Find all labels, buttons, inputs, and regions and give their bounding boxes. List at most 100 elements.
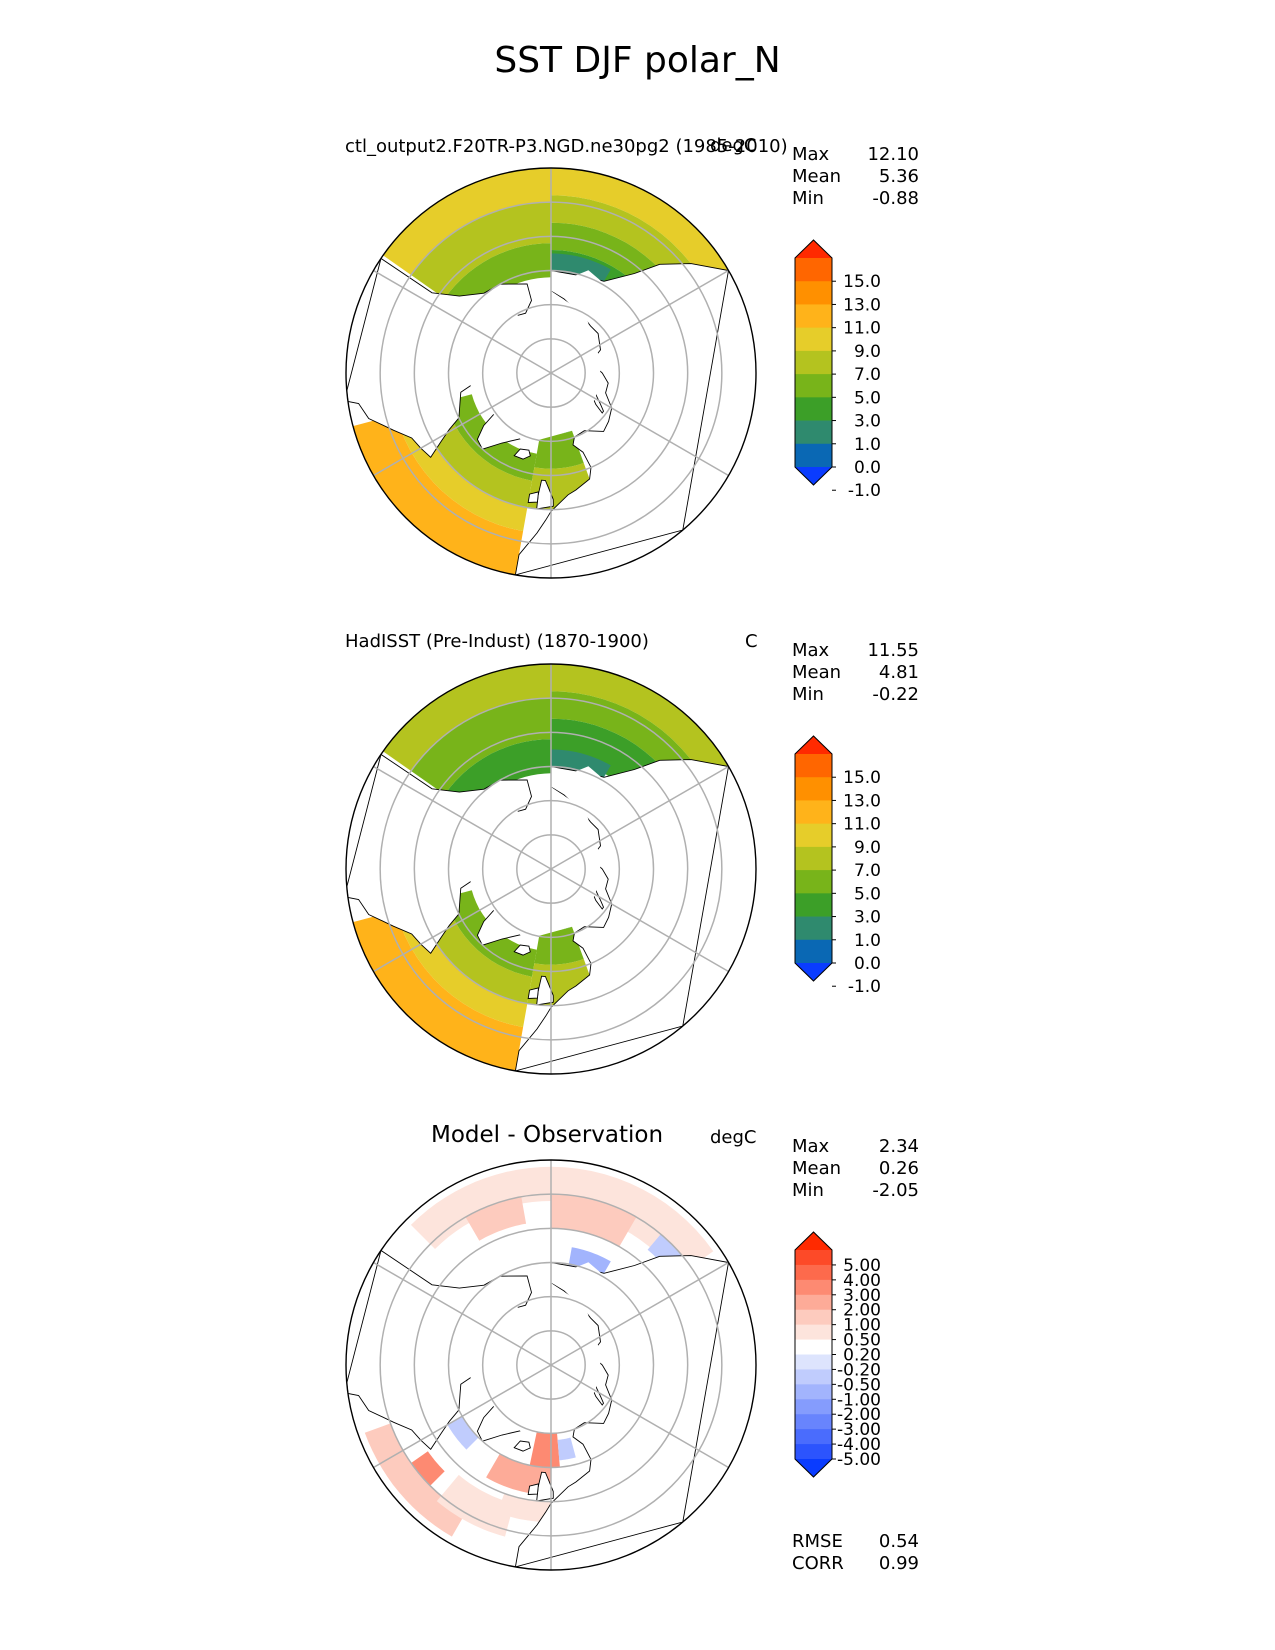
colorbar-tick-label: 3.0: [854, 412, 881, 432]
graticule: [373, 664, 729, 1074]
colorbar-tick-label: 11.0: [843, 815, 881, 835]
stat-label: Mean: [792, 662, 842, 683]
colorbar-cell: [795, 777, 832, 801]
colorbar-cell: [795, 1250, 832, 1266]
diff-contour: [529, 1431, 560, 1468]
colorbar-tick-label: 0.50: [843, 1331, 881, 1351]
colorbar-cell: [795, 800, 832, 825]
colorbar-tick-label: -1.0: [848, 977, 881, 997]
sst-contour: [551, 664, 729, 781]
diff-contour: [497, 1493, 551, 1523]
colorbar-tick-label: 4.00: [843, 1271, 881, 1291]
panel-3-colorbar: 5.004.003.002.001.000.500.20-0.20-0.50-1…: [794, 1231, 881, 1478]
colorbar-tick-label: 3.00: [843, 1286, 881, 1306]
colorbar-tick-label: 7.0: [854, 861, 881, 881]
stat-row: Min -0.88: [792, 188, 919, 210]
colorbar-cell: [795, 350, 832, 375]
meridian: [550, 868, 729, 973]
stat-row: Max 2.34: [792, 1136, 919, 1158]
colorbar-extend-max: [795, 736, 832, 754]
colorbar-cell: [795, 1429, 832, 1445]
panel-3-title: Model - Observation: [431, 1122, 664, 1148]
stat-value: 2.34: [878, 1136, 919, 1157]
diff-contour: [364, 1423, 466, 1537]
sst-contour: [353, 414, 524, 575]
colorbar-tick-label: 3.0: [854, 908, 881, 928]
colorbar-cell: [795, 893, 832, 917]
colorbar-tick-label: 13.0: [843, 295, 881, 315]
colorbar-cell: [795, 916, 832, 941]
panel-1-units: degC: [710, 135, 757, 156]
stat-label: Mean: [792, 1158, 842, 1179]
colorbar-tick-label: -1.00: [837, 1390, 881, 1410]
stat-value: 11.55: [867, 640, 919, 661]
land-shape: [527, 1483, 540, 1495]
stat-label: Mean: [792, 166, 842, 187]
meridian: [550, 1261, 729, 1366]
colorbar-cell: [795, 939, 832, 964]
colorbar-cell: [795, 304, 832, 329]
land-shape: [551, 766, 617, 798]
map-boundary: [345, 167, 757, 579]
colorbar-extend-max: [795, 240, 832, 258]
diff-contour: [436, 1474, 514, 1537]
colorbar-cell: [795, 1444, 832, 1460]
stat-row: Mean 5.36: [792, 166, 919, 188]
colorbar-tick-label: 0.0: [854, 458, 881, 478]
land-shape: [551, 270, 617, 302]
colorbar-cell: [795, 1309, 832, 1326]
stat-row: Min -0.22: [792, 684, 919, 706]
colorbar-cell: [795, 754, 832, 778]
stat-row: Mean 4.81: [792, 662, 919, 684]
stat-row: CORR 0.99: [792, 1553, 919, 1575]
land-shape: [466, 291, 602, 444]
land-shape: [421, 1353, 453, 1392]
stat-value: 12.10: [867, 144, 919, 165]
panel-3-extra-stats: RMSE 0.54 CORR 0.99: [792, 1531, 919, 1575]
colorbar-extend-min: [795, 467, 832, 485]
colorbar-tick-label: 11.0: [843, 319, 881, 339]
diff-contour: [557, 1437, 576, 1461]
colorbar-cell: [795, 397, 832, 421]
panel-3-units: degC: [710, 1127, 757, 1148]
colorbar-tick-label: 5.00: [843, 1256, 881, 1276]
land-shape: [421, 857, 453, 896]
stat-label: CORR: [792, 1553, 844, 1574]
meridian: [550, 269, 729, 374]
colorbar-cell: [795, 281, 832, 305]
colorbar-cell: [795, 1294, 832, 1311]
diff-contour: [411, 1451, 445, 1486]
meridian: [373, 765, 552, 870]
colorbar-cell: [795, 1324, 832, 1340]
meridian: [373, 1261, 552, 1366]
colorbar-cell: [795, 1279, 832, 1296]
sst-contour: [411, 202, 551, 299]
meridian: [373, 868, 552, 973]
stat-row: Max 12.10: [792, 144, 919, 166]
colorbar-tick-label: -1.0: [848, 481, 881, 501]
colorbar-tick-label: -3.00: [837, 1420, 881, 1440]
meridian: [373, 1364, 552, 1469]
colorbar-cell: [795, 374, 832, 398]
colorbar-tick-label: 1.00: [843, 1316, 881, 1336]
stat-label: Min: [792, 1180, 824, 1201]
stat-label: Max: [792, 640, 830, 661]
land-shape: [527, 491, 540, 503]
panel-1-map: [345, 167, 757, 579]
panel-3-map: [345, 1159, 757, 1571]
sst-contour: [534, 926, 584, 965]
sst-contour: [551, 168, 729, 285]
meridian: [373, 269, 552, 374]
diff-contour: [410, 1166, 551, 1249]
colorbar-extend-min: [795, 1459, 832, 1477]
land-shape: [513, 448, 531, 460]
sst-contour: [383, 664, 551, 771]
colorbar-tick-label: -0.20: [837, 1360, 881, 1380]
land-shape: [466, 1283, 602, 1436]
land-shape: [513, 1440, 531, 1452]
colorbar-cell: [795, 1339, 832, 1355]
panel-2-map: [345, 663, 757, 1075]
colorbar-extend-max: [795, 1232, 832, 1250]
panel-1-colorbar: 15.0 13.0 11.0 9.0 7.0 5.0 3.0 1.0 0.0 -1.0: [794, 239, 881, 501]
